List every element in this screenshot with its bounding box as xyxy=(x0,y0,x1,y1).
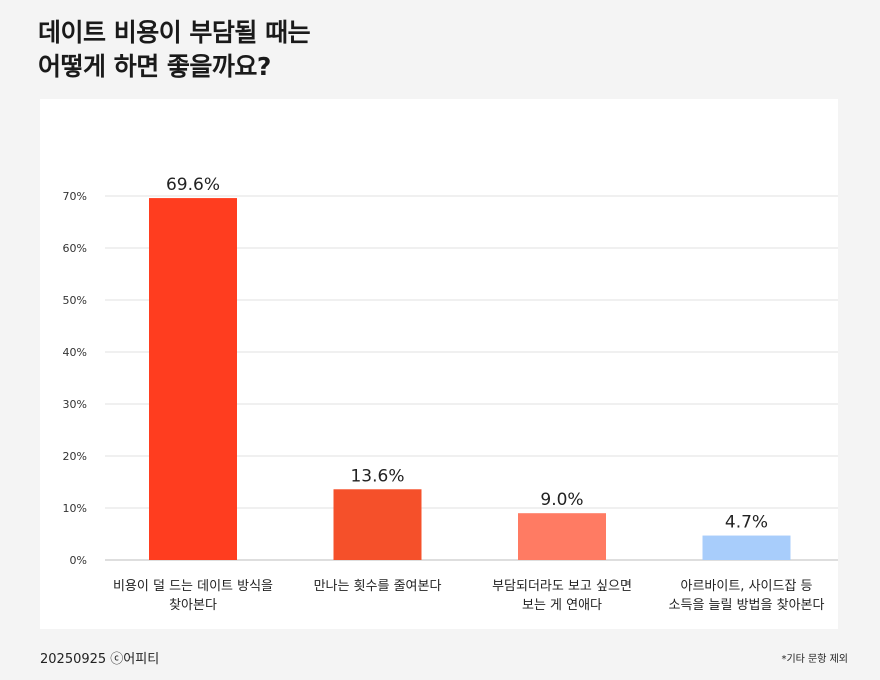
y-tick-label: 40% xyxy=(63,346,87,359)
y-tick-label: 10% xyxy=(63,502,87,515)
y-tick-label: 50% xyxy=(63,294,87,307)
value-labels: 69.6% 13.6% 9.0% 4.7% xyxy=(166,175,768,532)
category-label: 아르바이트, 사이드잡 등 xyxy=(681,579,813,594)
category-label: 찾아본다 xyxy=(169,598,217,613)
y-tick-label: 70% xyxy=(63,190,87,203)
category-label: 만나는 횟수를 줄여본다 xyxy=(314,579,442,594)
category-label: 비용이 덜 드는 데이트 방식을 xyxy=(113,579,273,594)
y-tick-label: 30% xyxy=(63,398,87,411)
footer-source: 20250925 ⓒ어피티 xyxy=(40,652,160,667)
y-tick-label: 20% xyxy=(63,450,87,463)
chart-title-line-1: 데이트 비용이 부담될 때는 xyxy=(38,18,311,47)
value-label: 9.0% xyxy=(540,490,583,510)
category-label: 보는 게 연애다 xyxy=(522,598,602,613)
bars xyxy=(149,198,791,560)
category-label: 부담되더라도 보고 싶으면 xyxy=(492,579,632,594)
value-label: 4.7% xyxy=(725,513,768,533)
chart-title: 데이트 비용이 부담될 때는 어떻게 하면 좋을까요? xyxy=(38,16,311,84)
y-axis-ticks: 0% 10% 20% 30% 40% 50% 60% 70% xyxy=(63,190,87,567)
bar xyxy=(518,513,606,560)
bar-chart: 0% 10% 20% 30% 40% 50% 60% 70% 69.6% 13.6% 9.0% 4.… xyxy=(63,175,838,613)
chart-title-line-2: 어떻게 하면 좋을까요? xyxy=(38,52,271,81)
y-tick-label: 0% xyxy=(70,554,87,567)
y-tick-label: 60% xyxy=(63,242,87,255)
bar xyxy=(702,535,791,560)
bar xyxy=(149,198,237,560)
bar xyxy=(333,489,422,560)
footer-note: *기타 문항 제외 xyxy=(781,654,848,665)
category-label: 소득을 늘릴 방법을 찾아본다 xyxy=(669,598,825,613)
value-label: 69.6% xyxy=(166,175,220,195)
chart-card: 0% 10% 20% 30% 40% 50% 60% 70% 69.6% 13.6% 9.0% 4.… xyxy=(40,99,838,629)
value-label: 13.6% xyxy=(350,466,404,486)
